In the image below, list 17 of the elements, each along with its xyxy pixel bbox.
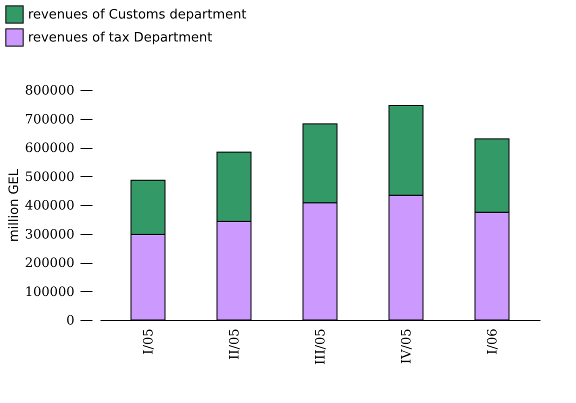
legend-label: revenues of tax Department — [28, 30, 212, 46]
y-tick-label: 300000 — [24, 227, 74, 242]
y-axis-title: million GEL — [6, 168, 22, 242]
y-tick-label: 400000 — [24, 198, 74, 214]
y-tick-label: 600000 — [24, 141, 74, 156]
legend-label: revenues of Customs department — [28, 8, 246, 22]
y-tick-label: 0 — [66, 314, 74, 328]
x-tick-label: III/05 — [314, 328, 328, 365]
y-tick-label: 200000 — [24, 256, 74, 271]
y-tick-label: 500000 — [24, 170, 74, 185]
x-tick-label: I/06 — [486, 328, 500, 355]
y-tick-label: 700000 — [24, 112, 74, 128]
y-tick-label: 100000 — [24, 284, 74, 300]
y-tick-label: 800000 — [24, 84, 74, 98]
x-tick-label: II/05 — [228, 328, 242, 360]
x-tick-label: I/05 — [142, 328, 156, 355]
x-tick-label: IV/05 — [400, 328, 414, 364]
